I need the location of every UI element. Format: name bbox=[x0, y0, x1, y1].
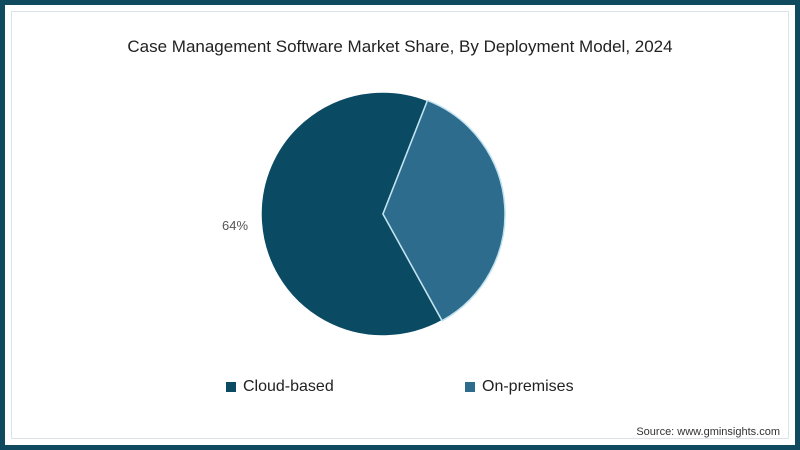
legend: Cloud-based On-premises bbox=[0, 378, 800, 400]
legend-label: On-premises bbox=[482, 378, 574, 395]
pie-slice-cloud-based[interactable] bbox=[260, 91, 444, 337]
legend-item-on-premises[interactable]: On-premises bbox=[465, 378, 574, 396]
legend-item-cloud-based[interactable]: Cloud-based bbox=[226, 378, 334, 396]
chart-title: Case Management Software Market Share, B… bbox=[127, 37, 673, 56]
pie-slice-on-premises[interactable] bbox=[382, 99, 506, 322]
source-note: Source: www.gminsights.com bbox=[636, 426, 780, 438]
data-label-cloud-based: 64% bbox=[222, 218, 249, 233]
legend-swatch-icon bbox=[226, 382, 236, 392]
legend-label: Cloud-based bbox=[243, 378, 334, 395]
legend-swatch-icon bbox=[465, 382, 475, 392]
